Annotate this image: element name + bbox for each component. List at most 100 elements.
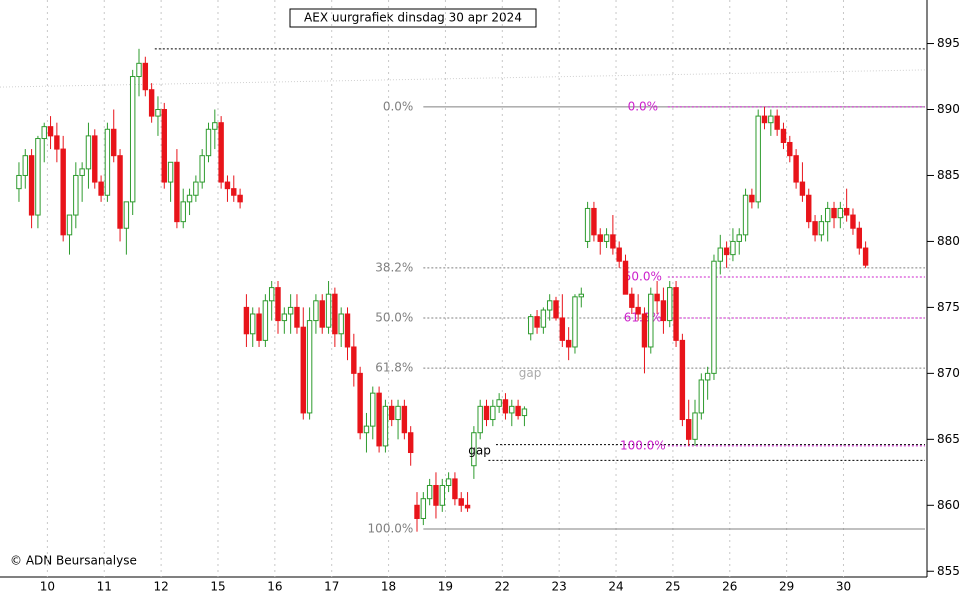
candle-body [281,313,288,322]
candle-body [224,181,231,190]
candle-body [313,300,319,322]
y-tick-label: 855 [937,564,960,578]
candle-body [306,320,313,414]
candle-body [205,128,212,157]
candle-body [73,174,79,216]
candle-body [755,115,761,203]
candle-body [414,504,420,519]
fib-label: 38.2% [375,260,413,274]
candle-body [679,339,686,421]
candle-body [528,316,534,335]
candle-body [761,115,768,124]
candle-body [123,201,130,229]
x-tick-label: 11 [97,580,112,594]
candle-body [439,484,445,506]
x-tick-label: 15 [210,580,225,594]
candle-body [136,62,142,78]
candle-body [824,207,831,223]
fib-label: 50.0% [624,270,662,284]
candle-body [167,161,174,183]
candle-body [35,138,41,216]
candle-body [262,300,269,341]
candle-body [780,128,787,143]
candle-body [60,148,66,236]
candle-body [742,194,749,236]
chart-title: AEX uurgrafiek dinsdag 30 apr 2024 [304,11,522,25]
candle-body [660,300,667,322]
candle-body [275,287,281,322]
candle-body [212,122,218,130]
candle-body [22,155,28,176]
candle-body [433,484,439,506]
candle-body [496,399,502,407]
annotation: gap [519,366,542,380]
x-tick-label: 16 [267,580,282,594]
x-tick-label: 17 [324,580,339,594]
candle-body [376,392,382,447]
candle-body [401,405,408,434]
y-tick-label: 895 [937,36,960,50]
annotation: gap [468,444,491,458]
x-tick-label: 12 [153,580,168,594]
candle-body [483,405,490,421]
candle-body [553,300,559,319]
candle-body [243,306,250,335]
candle-body [559,317,566,341]
candle-body [730,240,736,256]
candle-body [54,135,60,150]
candle-body [47,126,54,137]
candle-body [717,247,723,262]
candle-body [704,372,711,381]
candle-body [597,234,603,242]
candle-body [850,214,856,229]
candle-body [161,109,167,183]
candle-body [584,207,591,242]
candle-body [654,293,660,302]
candle-body [193,181,199,196]
candle-body [111,128,117,157]
candle-body [667,287,673,322]
candle-body [218,122,224,183]
candle-body [648,293,654,348]
candle-body [692,412,698,440]
candle-body [98,181,104,196]
candle-body [509,405,515,414]
candle-body [250,313,256,335]
candle-body [799,181,806,196]
candle-body [117,155,123,229]
candle-body [426,484,433,500]
candle-body [458,498,464,506]
candle-body [231,188,237,196]
candle-body [673,287,679,341]
candle-body [445,478,452,486]
candle-body [395,405,401,421]
candle-body [351,346,357,374]
candle-body [382,405,389,447]
x-tick-label: 23 [552,580,567,594]
candle-body [622,260,629,295]
fib-label: 61.8% [375,361,413,375]
candle-body [256,313,262,341]
candle-body [856,227,863,249]
candle-body [843,207,850,216]
candle-body [155,109,161,117]
candle-body [534,316,540,328]
candle-body [294,306,300,328]
candle-body [812,221,818,236]
y-tick-label: 870 [937,366,960,380]
x-tick-label: 22 [495,580,510,594]
title-box [289,8,537,28]
candle-body [540,309,547,328]
candle-body [698,379,705,414]
candle-body [736,234,742,242]
y-tick-label: 875 [937,300,960,314]
fib-label: 0.0% [383,99,414,113]
y-tick-label: 885 [937,168,960,182]
candle-body [490,405,496,421]
x-tick-label: 29 [779,580,794,594]
fib-label: 50.0% [375,310,413,324]
candle-body [389,405,395,421]
candle-body [186,194,193,203]
candle-body [818,221,825,236]
